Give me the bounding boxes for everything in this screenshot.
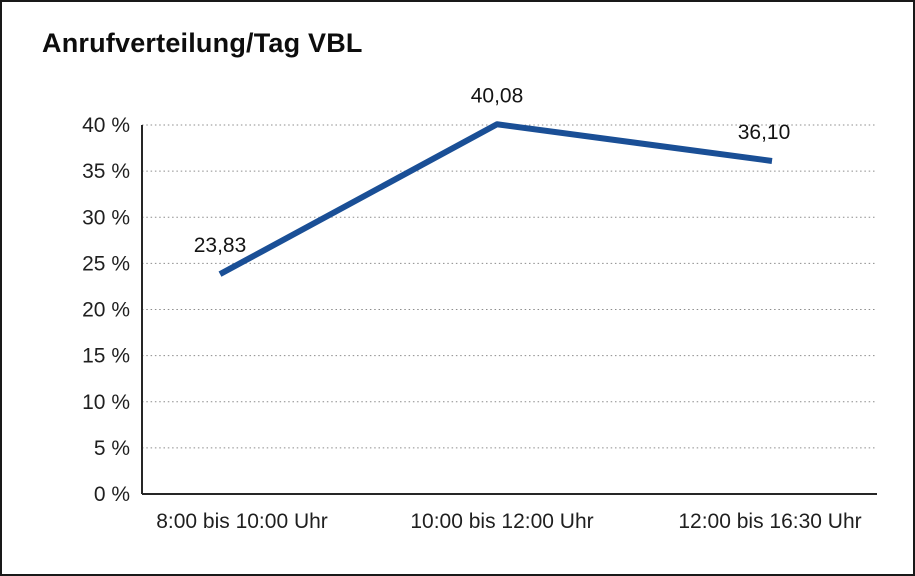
y-tick-label: 5 %: [94, 437, 130, 460]
data-point-label: 23,83: [194, 234, 247, 257]
y-tick-label: 10 %: [82, 391, 130, 414]
series-line: [218, 121, 773, 277]
y-tick-label: 25 %: [82, 252, 130, 275]
chart-title: Anrufverteilung/Tag VBL: [42, 28, 363, 58]
x-tick-label: 8:00 bis 10:00 Uhr: [156, 510, 328, 533]
y-tick-label: 15 %: [82, 345, 130, 368]
data-point-label: 36,10: [738, 121, 791, 144]
x-tick-label: 12:00 bis 16:30 Uhr: [678, 510, 861, 533]
y-tick-label: 0 %: [94, 483, 130, 506]
y-tick-label: 40 %: [82, 114, 130, 137]
y-tick-label: 20 %: [82, 299, 130, 322]
data-point-label: 40,08: [471, 84, 524, 107]
y-tick-label: 35 %: [82, 160, 130, 183]
y-tick-label: 30 %: [82, 206, 130, 229]
x-tick-label: 10:00 bis 12:00 Uhr: [410, 510, 593, 533]
